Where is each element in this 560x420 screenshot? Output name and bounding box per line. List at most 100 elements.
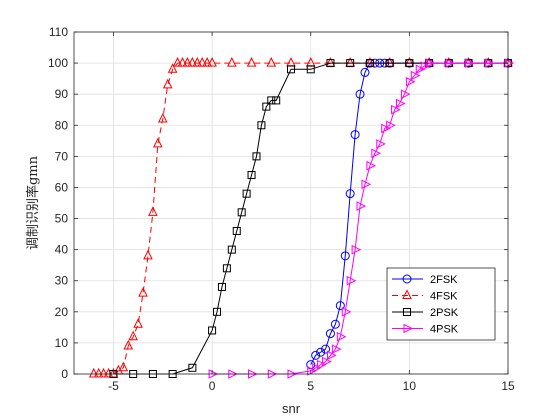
y-tick-label: 0 [61,367,68,381]
x-tick-label: -5 [108,379,119,393]
axis-ticks: -5 0 5 10 15 0 10 20 30 40 50 60 70 80 90 100 110 [48,25,515,393]
data-point-4fsk [207,56,217,67]
y-axis-label: 调制识别率gmn [25,155,41,250]
legend-entry-4fsk: 4FSK [392,289,458,303]
data-point-4fsk [103,367,114,378]
data-point-4psk [312,362,322,373]
data-point-2fsk [325,329,335,339]
data-point-4psk [415,64,426,75]
legend-label-2fsk: 2FSK [430,274,458,286]
data-point-2psk [232,226,241,235]
y-tick-label: 90 [55,87,69,101]
x-tick-label: 5 [307,379,314,393]
data-point-4psk [331,344,342,354]
data-point-2fsk [311,350,321,360]
y-tick-label: 10 [55,336,69,350]
data-point-4psk [326,350,337,361]
data-point-2psk [237,208,246,217]
data-point-2psk [257,121,266,130]
y-tick-label: 60 [55,180,69,194]
data-point-2psk [346,59,355,68]
data-point-4fsk [153,137,163,148]
data-point-2psk [188,363,197,372]
data-point-4psk [386,120,396,131]
data-point-2fsk [330,319,340,329]
data-point-2fsk [355,89,365,99]
data-point-2fsk [345,189,355,199]
y-tick-label: 20 [55,305,69,319]
data-point-2psk [262,102,271,111]
series-line-2psk [113,62,508,375]
data-point-2psk [242,189,251,198]
data-point-4fsk [187,56,198,67]
data-point-4fsk [148,206,158,216]
legend-label-4fsk: 4FSK [430,291,458,303]
data-point-2fsk [360,67,370,77]
data-point-2psk [252,152,261,161]
x-tick-label: 15 [501,379,515,393]
data-point-2psk [287,65,295,74]
legend-marker-2psk [403,308,411,316]
data-point-4fsk [93,367,104,378]
data-point-2psk [272,96,281,105]
data-point-4fsk [202,56,212,67]
data-point-4fsk [118,361,129,372]
data-point-4fsk [227,56,237,67]
data-point-2psk [213,307,222,316]
data-point-4psk [341,307,352,317]
data-point-4fsk [167,63,178,73]
legend-label-4psk: 4PSK [430,324,459,336]
legend-marker-4psk [403,323,414,334]
y-tick-label: 80 [55,118,69,132]
plot-frame [73,31,509,375]
data-point-4psk [391,104,401,115]
legend-entry-2fsk: 2FSK [392,274,458,286]
data-point-4psk [356,201,367,211]
data-point-2psk [385,59,394,68]
y-tick-label: 70 [55,149,69,163]
data-point-4fsk [182,56,193,67]
data-point-4fsk [266,56,277,67]
data-point-4psk [371,148,381,159]
legend-marker-2fsk [402,274,412,284]
data-point-2fsk [350,130,360,140]
data-point-4psk [346,275,357,286]
data-point-4psk [361,179,372,190]
data-point-4fsk [88,367,99,378]
data-point-4psk [307,366,317,376]
data-point-4fsk [123,339,134,350]
data-point-4psk [336,331,347,342]
data-point-4psk [322,356,332,367]
data-point-4fsk [246,56,257,67]
legend-entry-2psk: 2PSK [392,307,459,319]
data-point-4fsk [172,56,183,67]
data-point-2fsk [335,301,345,311]
data-point-4fsk [133,318,143,328]
x-axis-label: snr [282,401,301,416]
x-tick-label: 10 [403,379,417,393]
data-point-4fsk [197,56,208,67]
data-point-4psk [484,58,495,68]
data-point-4psk [410,70,421,81]
data-point-4fsk [138,287,148,297]
data-point-4psk [396,98,406,109]
data-point-4fsk [162,78,173,89]
data-point-2psk [247,171,256,180]
data-point-4fsk [192,56,203,67]
data-point-2psk [365,59,374,68]
data-point-4psk [351,244,362,255]
y-tick-label: 110 [49,25,68,39]
data-point-2psk [306,65,315,74]
data-point-2psk [405,59,414,68]
data-point-2psk [326,59,335,68]
data-point-2psk [208,326,217,335]
data-point-2psk [267,96,276,105]
data-point-4psk [381,123,391,134]
data-point-4psk [465,58,475,68]
y-tick-label: 40 [55,243,69,257]
data-point-4psk [376,139,386,149]
data-point-4psk [445,58,455,68]
data-point-4psk [420,61,431,72]
y-tick-label: 30 [55,274,69,288]
legend: 2FSK 4FSK 2PSK 4PSK [386,267,496,341]
